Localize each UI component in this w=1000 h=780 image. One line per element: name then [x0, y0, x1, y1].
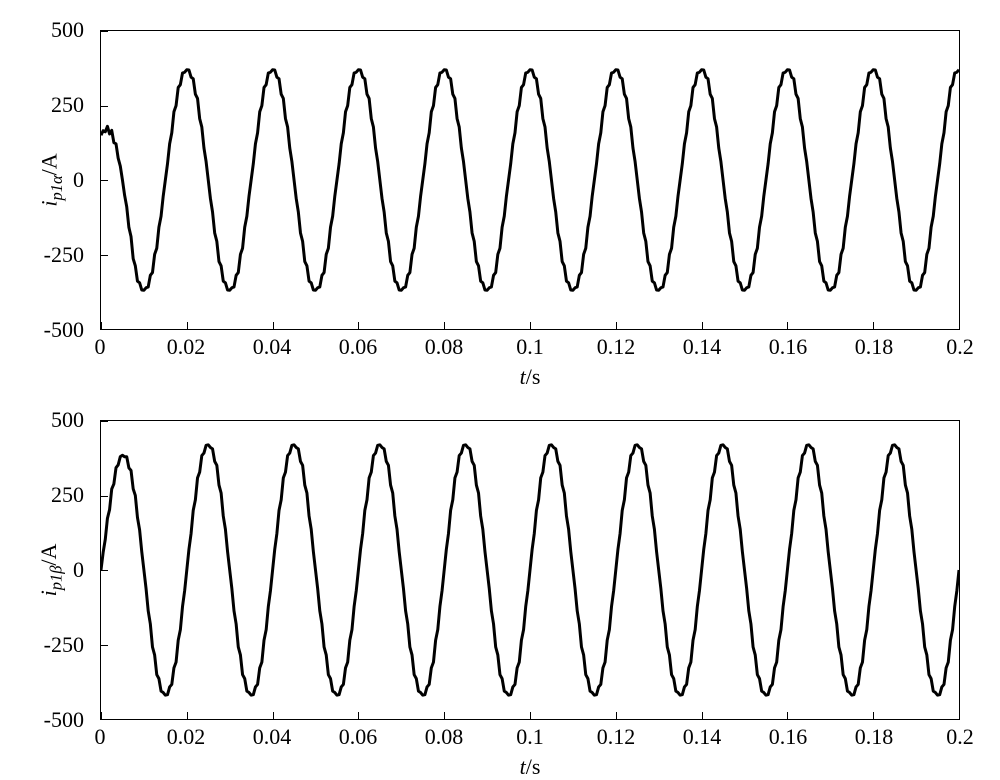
- figure: 500 250 0 -250 -500 0 0.02 0.04 0.06 0.0…: [0, 0, 1000, 753]
- series-ip1alpha: [101, 70, 959, 291]
- ytick-mark: [101, 421, 108, 422]
- xtick-label: 0.14: [683, 724, 722, 750]
- ylabel-top: ip1α/A: [36, 153, 66, 206]
- xtick-mark: [530, 322, 531, 329]
- xtick-mark: [444, 712, 445, 719]
- series-ip1beta: [101, 445, 959, 695]
- xtick-mark: [787, 322, 788, 329]
- xtick-mark: [616, 712, 617, 719]
- panel-bottom: 500 250 0 -250 -500 0 0.02 0.04 0.06 0.0…: [100, 420, 960, 720]
- ytick-label: -500: [44, 707, 84, 733]
- xtick-label: 0.18: [855, 724, 894, 750]
- xtick-label: 0.04: [253, 334, 292, 360]
- xtick-mark: [702, 712, 703, 719]
- ytick-label: 500: [51, 17, 84, 43]
- ytick-label: 250: [51, 482, 84, 508]
- ytick-mark: [101, 496, 108, 497]
- xtick-mark: [873, 712, 874, 719]
- xtick-label: 0.06: [339, 334, 378, 360]
- xtick-mark: [959, 322, 960, 329]
- xtick-mark: [101, 712, 102, 719]
- xtick-mark: [530, 712, 531, 719]
- xtick-label: 0.12: [597, 334, 636, 360]
- ytick-mark: [101, 719, 108, 720]
- ytick-mark: [101, 31, 108, 32]
- xtick-label: 0.04: [253, 724, 292, 750]
- xtick-label: 0.18: [855, 334, 894, 360]
- xtick-mark: [787, 712, 788, 719]
- xtick-mark: [273, 712, 274, 719]
- ytick-label: 0: [73, 167, 84, 193]
- xtick-label: 0.08: [425, 724, 464, 750]
- xtick-label: 0.12: [597, 724, 636, 750]
- series-path-bottom: [101, 445, 959, 695]
- plot-frame-top: [100, 30, 960, 330]
- xtick-label: 0.14: [683, 334, 722, 360]
- xtick-mark: [187, 712, 188, 719]
- xtick-mark: [616, 322, 617, 329]
- series-path-top: [101, 70, 959, 291]
- xtick-label: 0.08: [425, 334, 464, 360]
- xtick-label: 0.16: [769, 334, 808, 360]
- plot-svg-bottom: [101, 421, 959, 719]
- ytick-mark: [101, 255, 108, 256]
- xtick-mark: [358, 322, 359, 329]
- xtick-mark: [358, 712, 359, 719]
- xtick-mark: [444, 322, 445, 329]
- xtick-label: 0.1: [516, 724, 544, 750]
- ytick-label: 500: [51, 407, 84, 433]
- ylabel-bottom: ip1β/A: [36, 544, 66, 597]
- ytick-label: -250: [44, 632, 84, 658]
- xtick-mark: [187, 322, 188, 329]
- ytick-mark: [101, 329, 108, 330]
- xlabel-top: t/s: [520, 364, 541, 390]
- xtick-label: 0.1: [516, 334, 544, 360]
- xtick-mark: [959, 712, 960, 719]
- ytick-mark: [101, 180, 108, 181]
- ytick-label: 250: [51, 92, 84, 118]
- panel-top: 500 250 0 -250 -500 0 0.02 0.04 0.06 0.0…: [100, 30, 960, 330]
- ytick-label: 0: [73, 557, 84, 583]
- xtick-mark: [101, 322, 102, 329]
- ytick-mark: [101, 106, 108, 107]
- xlabel-bottom: t/s: [520, 754, 541, 780]
- ytick-label: -500: [44, 317, 84, 343]
- plot-frame-bottom: [100, 420, 960, 720]
- xtick-label: 0.2: [946, 334, 974, 360]
- xtick-mark: [702, 322, 703, 329]
- ytick-label: -250: [44, 242, 84, 268]
- ytick-mark: [101, 645, 108, 646]
- xtick-mark: [273, 322, 274, 329]
- ytick-mark: [101, 570, 108, 571]
- xtick-label: 0: [95, 724, 106, 750]
- xtick-label: 0.2: [946, 724, 974, 750]
- xtick-label: 0.02: [167, 724, 206, 750]
- xtick-label: 0.06: [339, 724, 378, 750]
- xtick-label: 0.16: [769, 724, 808, 750]
- plot-svg-top: [101, 31, 959, 329]
- xtick-label: 0.02: [167, 334, 206, 360]
- xtick-label: 0: [95, 334, 106, 360]
- xtick-mark: [873, 322, 874, 329]
